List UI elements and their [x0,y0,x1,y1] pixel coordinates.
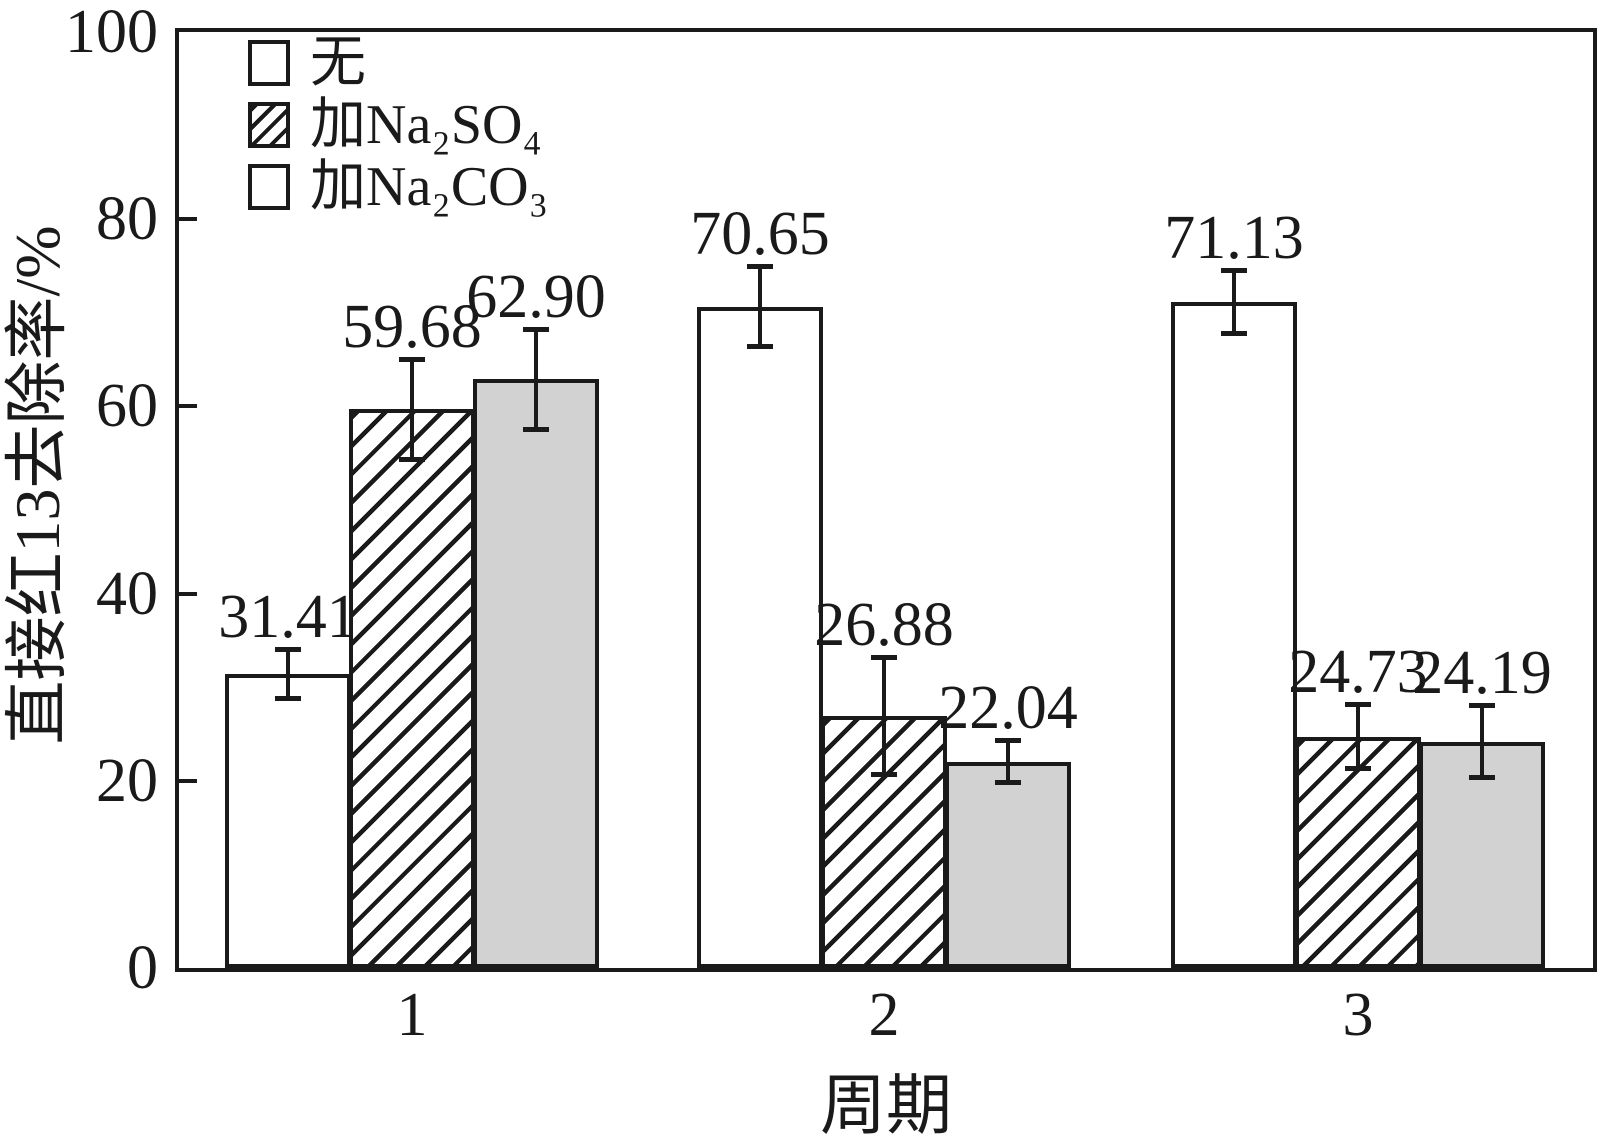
error-bar-cap-top [1469,703,1495,709]
error-bar-cap-bottom [275,696,301,702]
error-bar [534,328,538,430]
y-tick-label: 60 [96,372,158,441]
y-tick-label: 40 [96,559,158,628]
legend-label-na2co3: 加Na₂CO₃ [310,156,549,218]
error-bar-cap-top [399,356,425,362]
error-bar-cap-top [523,326,549,332]
legend-item-na2co3: 加Na₂CO₃ [248,156,549,218]
bar-gray [473,379,599,968]
error-bar [1480,705,1484,779]
error-bar-cap-top [747,264,773,270]
legend-swatch-gray [248,164,290,210]
error-bar [758,266,762,347]
error-bar-cap-top [995,738,1021,744]
value-label: 70.65 [690,200,830,269]
value-label: 26.88 [814,591,954,660]
value-label: 71.13 [1164,204,1304,273]
error-bar [1232,270,1236,335]
x-tick-label: 2 [868,981,900,1049]
legend-swatch-white [248,40,290,86]
error-bar [410,358,414,460]
bar-white [1171,302,1297,968]
bar-hatch [349,409,475,968]
legend-item-none: 无 [248,32,548,94]
error-bar-cap-bottom [1345,766,1371,772]
value-label: 22.04 [938,674,1078,743]
x-tick-label: 3 [1342,981,1374,1049]
error-bar [1006,740,1010,784]
y-tick-label: 20 [96,746,158,815]
error-bar-cap-bottom [1469,775,1495,781]
error-bar [1356,703,1360,770]
y-tick [179,404,197,409]
y-tick-label: 100 [65,0,158,66]
value-label: 31.41 [218,582,358,651]
bar-gray [945,761,1071,968]
value-label: 62.90 [466,262,606,331]
value-label: 59.68 [342,292,482,361]
y-tick [179,217,197,222]
legend-label-na2so4: 加Na₂SO₄ [310,94,542,156]
legend-item-na2so4: 加Na₂SO₄ [248,94,548,156]
error-bar-cap-bottom [399,456,425,462]
x-tick-label: 1 [396,981,428,1049]
error-bar-cap-bottom [871,772,897,778]
error-bar-cap-top [1221,268,1247,274]
bar-hatch [1295,736,1421,968]
error-bar-cap-top [871,655,897,661]
y-tick [179,591,197,596]
error-bar-cap-bottom [1221,331,1247,337]
error-bar [286,648,290,700]
y-tick-label: 80 [96,185,158,254]
legend: 无 加Na₂SO₄ 加Na₂CO₃ [248,32,549,224]
error-bar-cap-top [275,646,301,652]
error-bar-cap-bottom [523,426,549,432]
error-bar-cap-bottom [995,780,1021,786]
error-bar-cap-bottom [747,343,773,349]
value-label: 24.73 [1288,637,1428,706]
x-axis-title: 周期 [820,1070,952,1141]
legend-swatch-hatch [248,102,290,148]
bar-white [225,674,351,968]
value-label: 24.19 [1412,639,1552,708]
legend-label-none: 无 [310,32,366,94]
y-tick [179,778,197,783]
error-bar [882,657,886,776]
bar-white [697,306,823,968]
y-tick-label: 0 [127,934,158,1002]
y-axis-title-text: 直接红13去除率/% [2,225,73,745]
error-bar-cap-top [1345,701,1371,707]
